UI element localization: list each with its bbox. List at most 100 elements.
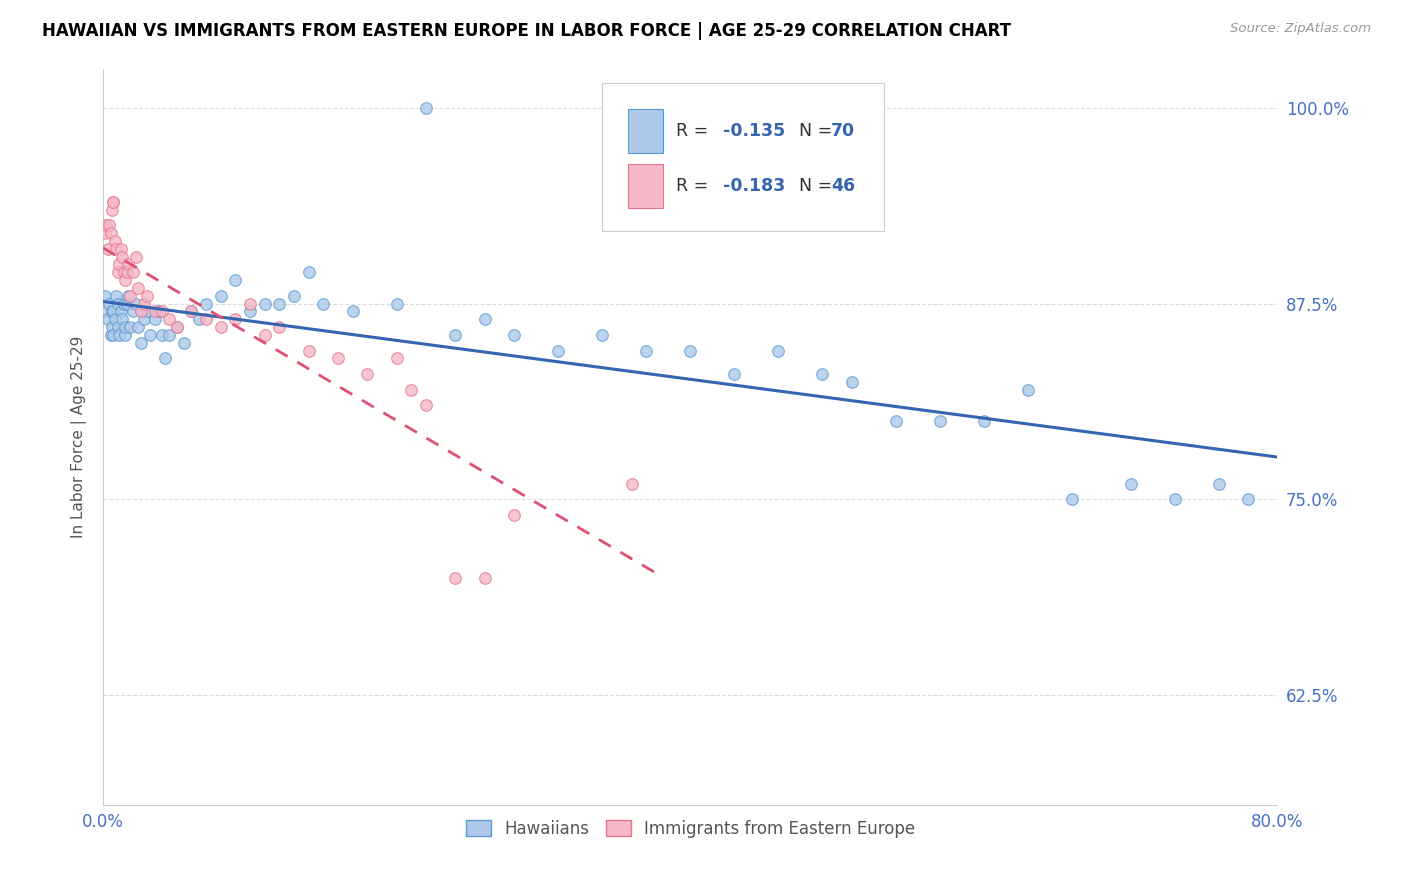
Text: R =: R =	[676, 178, 714, 195]
Point	[97, 242, 120, 256]
Point	[180, 304, 202, 318]
Point	[94, 218, 117, 232]
Point	[114, 320, 136, 334]
Point	[121, 304, 143, 318]
Point	[117, 257, 139, 271]
Point	[114, 273, 136, 287]
Point	[115, 296, 138, 310]
Point	[98, 296, 121, 310]
Point	[415, 399, 437, 413]
Point	[166, 320, 188, 334]
Point	[127, 281, 149, 295]
Point	[173, 335, 195, 350]
Text: Source: ZipAtlas.com: Source: ZipAtlas.com	[1230, 22, 1371, 36]
Point	[385, 296, 408, 310]
Point	[385, 351, 408, 366]
Point	[209, 289, 232, 303]
Y-axis label: In Labor Force | Age 25-29: In Labor Force | Age 25-29	[72, 335, 87, 538]
Point	[209, 320, 232, 334]
Point	[1060, 492, 1083, 507]
Point	[110, 304, 132, 318]
Point	[415, 101, 437, 115]
Point	[127, 320, 149, 334]
Point	[1119, 476, 1142, 491]
Point	[131, 335, 153, 350]
Point	[150, 304, 173, 318]
Point	[1208, 476, 1230, 491]
Point	[111, 312, 134, 326]
Point	[811, 367, 834, 381]
Text: -0.135: -0.135	[723, 122, 786, 140]
Point	[112, 296, 135, 310]
Point	[112, 265, 135, 279]
Point	[620, 476, 643, 491]
Point	[150, 327, 173, 342]
Point	[269, 320, 291, 334]
Point	[93, 226, 115, 240]
Point	[136, 289, 159, 303]
Point	[841, 375, 863, 389]
Point	[194, 312, 217, 326]
Point	[111, 250, 134, 264]
Point	[101, 202, 124, 217]
Text: -0.183: -0.183	[723, 178, 786, 195]
Point	[298, 265, 321, 279]
Legend: Hawaiians, Immigrants from Eastern Europe: Hawaiians, Immigrants from Eastern Europ…	[458, 814, 922, 845]
Point	[101, 320, 124, 334]
Point	[93, 289, 115, 303]
Point	[157, 312, 180, 326]
Point	[591, 327, 613, 342]
Point	[768, 343, 790, 358]
Point	[401, 383, 423, 397]
Point	[139, 327, 162, 342]
Point	[166, 320, 188, 334]
Point	[239, 296, 262, 310]
Point	[100, 327, 122, 342]
Point	[124, 296, 146, 310]
Point	[121, 265, 143, 279]
Point	[928, 414, 950, 428]
Point	[124, 250, 146, 264]
Point	[157, 327, 180, 342]
Point	[118, 289, 141, 303]
Text: 70: 70	[831, 122, 855, 140]
Text: N =: N =	[787, 122, 838, 140]
Point	[474, 571, 496, 585]
Point	[474, 312, 496, 326]
Point	[224, 273, 246, 287]
Point	[134, 312, 156, 326]
Point	[103, 194, 125, 209]
Point	[180, 304, 202, 318]
Point	[224, 312, 246, 326]
Point	[1164, 492, 1187, 507]
Point	[342, 304, 364, 318]
Point	[100, 226, 122, 240]
Point	[312, 296, 335, 310]
Point	[107, 265, 129, 279]
Point	[107, 320, 129, 334]
Point	[503, 327, 526, 342]
Point	[118, 320, 141, 334]
Point	[884, 414, 907, 428]
Point	[503, 508, 526, 522]
Point	[103, 304, 125, 318]
Point	[107, 296, 129, 310]
Point	[131, 304, 153, 318]
Point	[115, 265, 138, 279]
Text: HAWAIIAN VS IMMIGRANTS FROM EASTERN EUROPE IN LABOR FORCE | AGE 25-29 CORRELATIO: HAWAIIAN VS IMMIGRANTS FROM EASTERN EURO…	[42, 22, 1011, 40]
Point	[187, 312, 209, 326]
Point	[110, 242, 132, 256]
Point	[444, 327, 467, 342]
Point	[114, 327, 136, 342]
Point	[723, 367, 745, 381]
Point	[136, 304, 159, 318]
Point	[104, 312, 127, 326]
Point	[104, 234, 127, 248]
Point	[239, 304, 262, 318]
FancyBboxPatch shape	[602, 83, 884, 230]
Point	[269, 296, 291, 310]
Point	[326, 351, 349, 366]
Point	[105, 289, 128, 303]
Point	[97, 312, 120, 326]
Point	[1017, 383, 1039, 397]
